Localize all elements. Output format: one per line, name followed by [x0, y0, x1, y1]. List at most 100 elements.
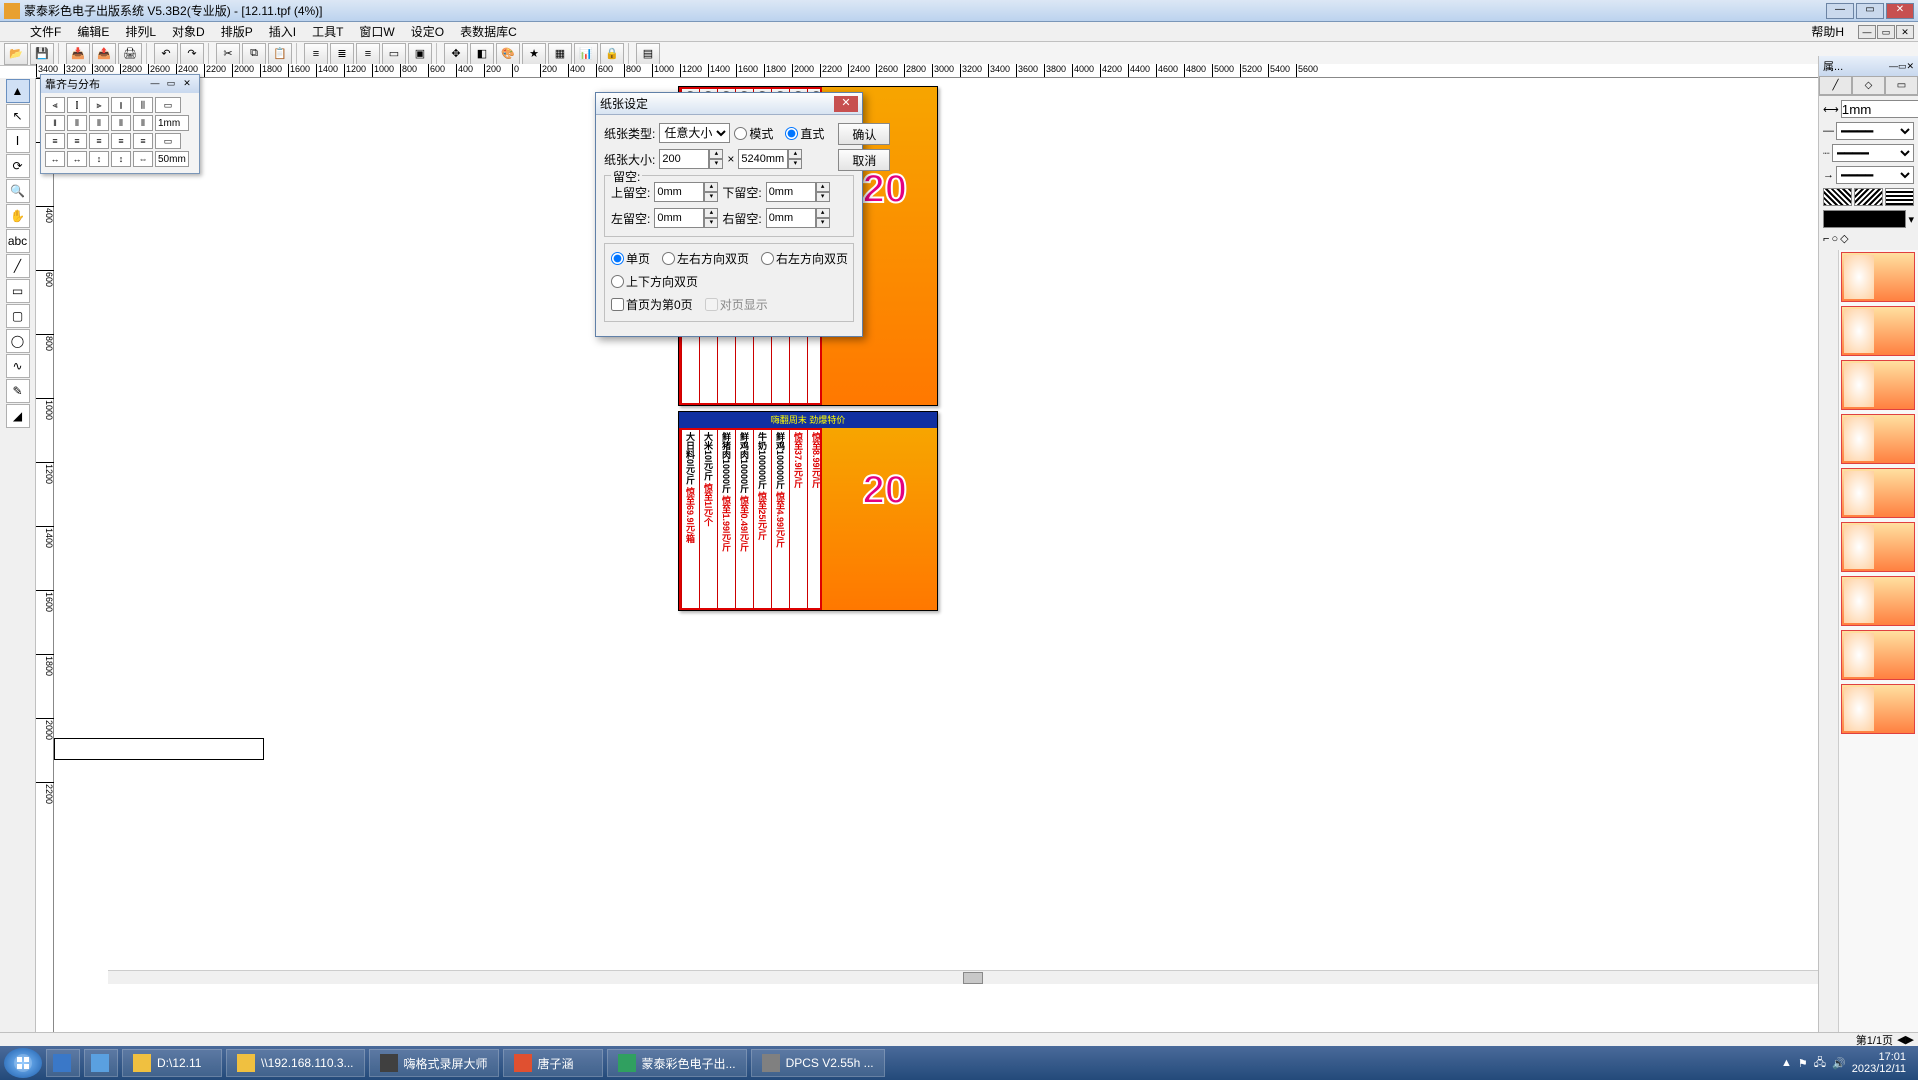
arrow-select[interactable]: ━━━━	[1836, 166, 1914, 184]
color-swatch[interactable]	[1823, 210, 1906, 228]
clock[interactable]: 17:01 2023/12/11	[1852, 1051, 1906, 1075]
menu-编辑E[interactable]: 编辑E	[69, 23, 117, 41]
thumbnail-5[interactable]	[1841, 522, 1915, 572]
tool-angle[interactable]: ◢	[6, 404, 30, 428]
align-right-button[interactable]: ⫸	[89, 97, 109, 113]
tab-fill[interactable]: ◇	[1852, 76, 1885, 95]
dist-h2-button[interactable]: ⦀	[67, 115, 87, 131]
colors-button[interactable]: ◧	[470, 43, 494, 65]
thumbnail-4[interactable]	[1841, 468, 1915, 518]
bottom-margin-input[interactable]	[766, 182, 816, 202]
left-margin-input[interactable]	[654, 208, 704, 228]
tool-curve[interactable]: ∿	[6, 354, 30, 378]
canvas-viewport[interactable]: 20 0000斤 惊至69.9元/箱0000斤 惊至69元/个0000斤 惊至1…	[54, 78, 1918, 1032]
spacing-value-input[interactable]	[155, 151, 189, 167]
menu-排列L[interactable]: 排列L	[117, 23, 164, 41]
menu-文件F[interactable]: 文件F	[22, 23, 69, 41]
help-menu[interactable]: 帮助H	[1803, 21, 1852, 42]
minimize-button[interactable]: —	[1826, 3, 1854, 19]
space-eq-button[interactable]: ⇔	[133, 151, 153, 167]
menu-对象D[interactable]: 对象D	[164, 23, 213, 41]
close-button[interactable]: ✕	[1886, 3, 1914, 19]
dropdown-icon[interactable]: ▾	[1908, 213, 1914, 226]
tool-text-cursor[interactable]: Ⅰ	[6, 129, 30, 153]
thumbnail-6[interactable]	[1841, 576, 1915, 626]
tray-vol-icon[interactable]: 🔊	[1832, 1057, 1846, 1070]
tab-stroke[interactable]: ╱	[1819, 76, 1852, 95]
dist-page-button[interactable]: ▭	[155, 133, 181, 149]
tool-pointer[interactable]: ▲	[6, 79, 30, 103]
align-panel-title[interactable]: 靠齐与分布 —▭✕	[41, 75, 199, 93]
page-button[interactable]: ▤	[636, 43, 660, 65]
right-margin-input[interactable]	[766, 208, 816, 228]
properties-title[interactable]: 属... —▭✕	[1819, 56, 1918, 76]
page-next-button[interactable]: ▶	[1906, 1033, 1914, 1046]
snap-value-input[interactable]	[155, 115, 189, 131]
width-dn[interactable]: ▾	[709, 159, 723, 169]
page-2[interactable]: 嗨翻周末 劲爆特价 20 大日料0元/斤 惊至69.9元/箱大米10元/斤 惊至…	[678, 411, 938, 611]
rp-close-icon[interactable]: ✕	[1906, 61, 1914, 71]
space-v1-button[interactable]: ↕	[89, 151, 109, 167]
rp-min-icon[interactable]: —	[1889, 61, 1898, 71]
copy-button[interactable]: ⧉	[242, 43, 266, 65]
maximize-button[interactable]: ▭	[1856, 3, 1884, 19]
cut-button[interactable]: ✂	[216, 43, 240, 65]
thumbnail-0[interactable]	[1841, 252, 1915, 302]
rl-spread-radio[interactable]: 右左方向双页	[761, 250, 848, 267]
dist-h1-button[interactable]: ‖	[45, 115, 65, 131]
orient-radio[interactable]: 直式	[785, 125, 824, 142]
dist-v5-button[interactable]: ≡	[133, 133, 153, 149]
top-margin-input[interactable]	[654, 182, 704, 202]
frame2-button[interactable]: ▣	[408, 43, 432, 65]
task-item[interactable]: \\192.168.110.3...	[226, 1049, 365, 1077]
height-up[interactable]: ▴	[788, 149, 802, 159]
horizontal-scrollbar[interactable]	[108, 970, 1818, 984]
page-prev-button[interactable]: ◀	[1897, 1033, 1905, 1046]
tab-text[interactable]: ▭	[1885, 76, 1918, 95]
dist-h4-button[interactable]: ⦀	[111, 115, 131, 131]
menu-设定O[interactable]: 设定O	[403, 23, 452, 41]
pattern-2[interactable]	[1854, 188, 1883, 206]
thickness-input[interactable]	[1841, 100, 1918, 118]
thumbnail-7[interactable]	[1841, 630, 1915, 680]
lock-button[interactable]: 🔒	[600, 43, 624, 65]
tray-net-icon[interactable]: 🖧	[1814, 1054, 1826, 1073]
pattern-3[interactable]	[1885, 188, 1914, 206]
task-item[interactable]: D:\12.11	[122, 1049, 222, 1077]
paste-button[interactable]: 📋	[268, 43, 292, 65]
pattern-1[interactable]	[1823, 188, 1852, 206]
tray-up-icon[interactable]: ▲	[1781, 1057, 1792, 1069]
dist-v3-button[interactable]: ≡	[89, 133, 109, 149]
export-button[interactable]: 📤	[92, 43, 116, 65]
line-style-select[interactable]: ━━━━	[1836, 122, 1914, 140]
tool-line[interactable]: ╱	[6, 254, 30, 278]
dist-v4-button[interactable]: ≡	[111, 133, 131, 149]
chart-button[interactable]: 📊	[574, 43, 598, 65]
task-item[interactable]: 蒙泰彩色电子出...	[607, 1049, 747, 1077]
width-up[interactable]: ▴	[709, 149, 723, 159]
tb-spread-radio[interactable]: 上下方向双页	[611, 273, 698, 290]
grid-button[interactable]: ▦	[548, 43, 572, 65]
align-top-button[interactable]: ⫾	[111, 97, 131, 113]
menu-窗口W[interactable]: 窗口W	[351, 23, 402, 41]
cancel-button[interactable]: 取消	[838, 149, 890, 171]
thumbnails-panel[interactable]	[1838, 250, 1918, 1032]
thumbnail-8[interactable]	[1841, 684, 1915, 734]
tool-rounded-rect[interactable]: ▢	[6, 304, 30, 328]
mode-radio[interactable]: 模式	[734, 125, 773, 142]
task-item[interactable]: DPCS V2.55h ...	[751, 1049, 885, 1077]
space-v2-button[interactable]: ↕	[111, 151, 131, 167]
tool-rect[interactable]: ▭	[6, 279, 30, 303]
dist-h5-button[interactable]: ⦀	[133, 115, 153, 131]
palette-button[interactable]: 🎨	[496, 43, 520, 65]
paper-type-select[interactable]: 任意大小	[659, 123, 730, 143]
dist-v1-button[interactable]: ≡	[45, 133, 65, 149]
tool-rotate[interactable]: ⟳	[6, 154, 30, 178]
tray-action-icon[interactable]: ⚑	[1798, 1057, 1808, 1070]
single-page-radio[interactable]: 单页	[611, 250, 650, 267]
first-page-zero-check[interactable]: 首页为第0页	[611, 296, 693, 313]
task-item[interactable]: 唐子涵	[503, 1049, 603, 1077]
height-dn[interactable]: ▾	[788, 159, 802, 169]
ok-button[interactable]: 确认	[838, 123, 890, 145]
doc-min-button[interactable]: —	[1858, 25, 1876, 39]
